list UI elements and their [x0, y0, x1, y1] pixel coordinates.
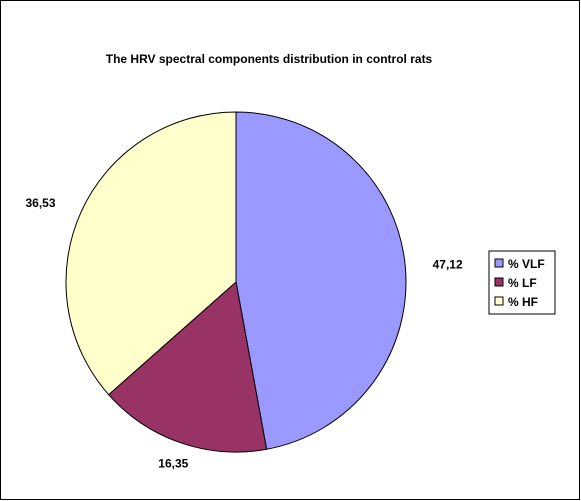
legend: % VLF % LF % HF: [488, 250, 556, 315]
legend-label-lf: % LF: [508, 276, 537, 290]
pie-slice-lf: [107, 281, 268, 453]
slice-labels: 47,12 16,35 36,53: [26, 196, 463, 470]
pie-slice-vlf: [235, 111, 407, 450]
pie-slices: [65, 111, 407, 453]
legend-swatch-lf: [494, 277, 504, 287]
data-label-hf: 36,53: [26, 196, 56, 210]
pie-slice-hf: [65, 111, 237, 396]
data-label-vlf: 47,12: [433, 258, 463, 272]
legend-label-vlf: % VLF: [508, 257, 545, 271]
legend-label-hf: % HF: [508, 295, 538, 309]
chart-title: The HRV spectral components distribution…: [106, 52, 433, 66]
legend-swatch-vlf: [494, 258, 504, 268]
data-label-lf: 16,35: [158, 456, 188, 470]
legend-swatch-hf: [494, 296, 504, 306]
